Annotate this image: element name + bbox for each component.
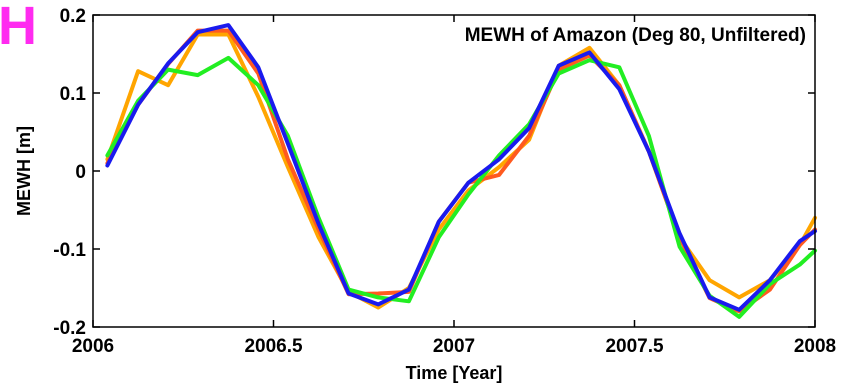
y-tick-label: -0.1 [53, 240, 86, 261]
axis-ticks [92, 14, 816, 328]
y-tick-label: 0.1 [60, 84, 87, 105]
x-tick-labels: 2006 2006.5 2007 2007.5 2008 [72, 336, 836, 357]
chart-title: MEWH of Amazon (Deg 80, Unfiltered) [465, 25, 806, 46]
x-tick-label: 2007 [433, 336, 475, 357]
x-axis-title: Time [Year] [406, 363, 503, 383]
series-line-1 [105, 32, 817, 310]
x-tick-label: 2006.5 [244, 336, 303, 357]
y-tick-label: 0.2 [60, 6, 86, 27]
y-tick-labels: -0.2 -0.1 0 0.1 0.2 [53, 6, 86, 339]
series-lines [105, 23, 817, 319]
y-axis-title: MEWH [m] [14, 126, 34, 216]
plot-area-frame [92, 14, 816, 328]
series-line-4 [105, 23, 817, 312]
x-tick-label: 2008 [794, 336, 836, 357]
x-tick-label: 2006 [72, 336, 114, 357]
y-tick-label: 0 [75, 162, 86, 183]
panel-label: H [0, 0, 37, 56]
series-line-2 [105, 28, 817, 314]
x-tick-label: 2007.5 [605, 336, 664, 357]
y-tick-label: -0.2 [53, 318, 86, 339]
